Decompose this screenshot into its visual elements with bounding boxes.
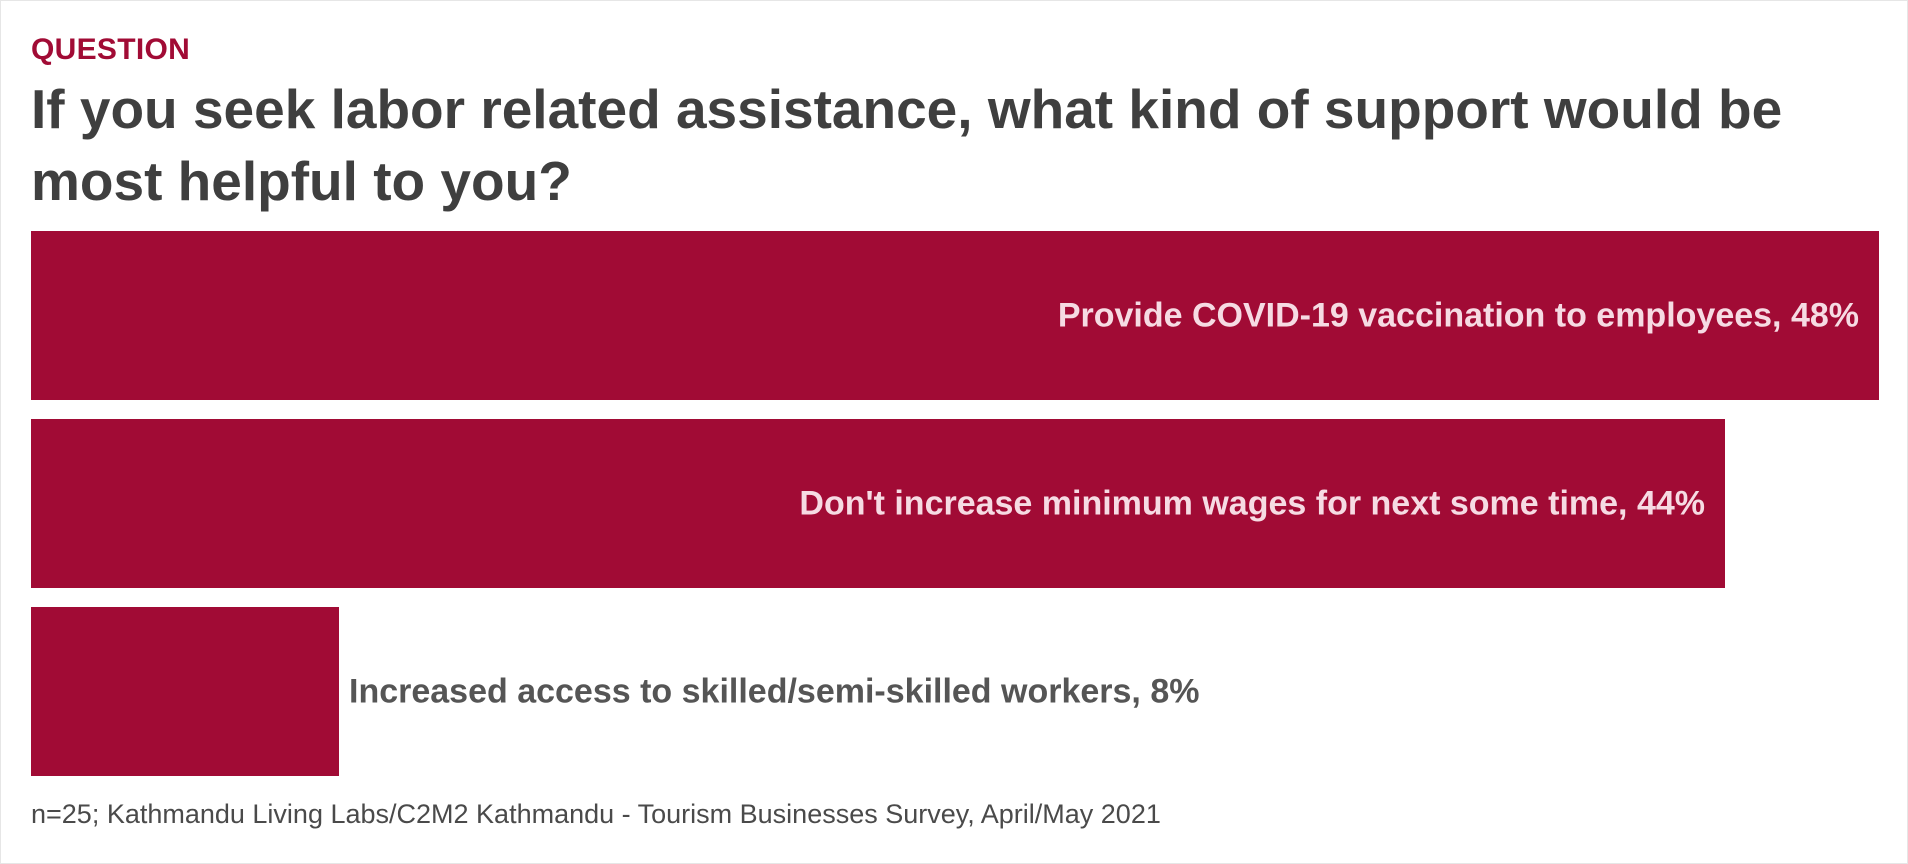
bar-1: [31, 231, 1879, 400]
bar-label-1: Provide COVID-19 vaccination to employee…: [1058, 297, 1859, 335]
bar-3: [31, 607, 339, 776]
bar-label-2: Don't increase minimum wages for next so…: [799, 485, 1705, 523]
chart-title: If you seek labor related assistance, wh…: [31, 78, 1783, 212]
bar-2: [31, 419, 1725, 588]
question-kicker: QUESTION: [31, 33, 191, 66]
bar-label-3: Increased access to skilled/semi-skilled…: [349, 673, 1199, 711]
source-note: n=25; Kathmandu Living Labs/C2M2 Kathman…: [31, 799, 1161, 829]
